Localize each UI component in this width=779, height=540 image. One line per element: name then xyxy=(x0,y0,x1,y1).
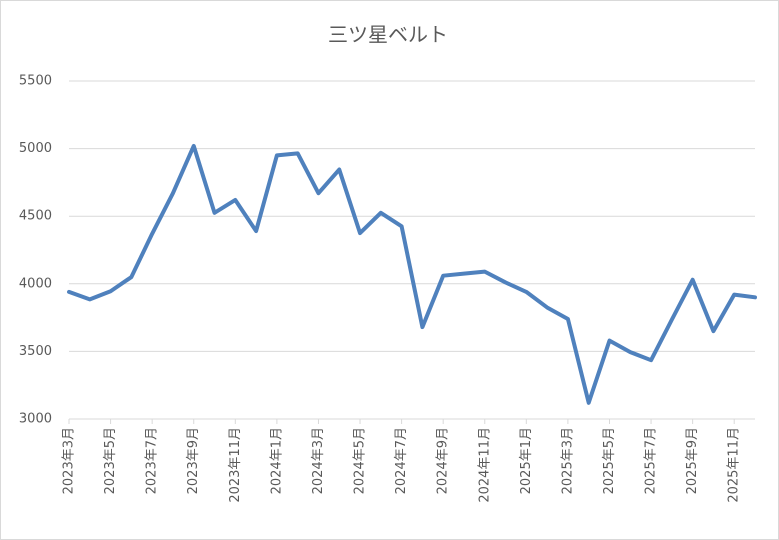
data-line xyxy=(67,143,757,405)
x-tick-label: 2024年9月 xyxy=(436,427,451,494)
y-tick-label: 4000 xyxy=(19,276,52,291)
y-tick-label: 3500 xyxy=(19,344,52,359)
x-tick-label: 2023年11月 xyxy=(228,427,243,503)
x-tick-label: 2024年1月 xyxy=(269,427,284,494)
y-tick-label: 4500 xyxy=(19,209,52,224)
x-tick-label: 2024年3月 xyxy=(311,427,326,494)
x-tick-label: 2023年3月 xyxy=(62,427,77,494)
chart-title: 三ツ星ベルト xyxy=(328,23,448,47)
x-tick-label: 2025年7月 xyxy=(644,427,659,494)
x-tick-label: 2023年7月 xyxy=(145,427,160,494)
x-tick-label: 2025年1月 xyxy=(519,427,534,494)
x-tick-label: 2023年5月 xyxy=(103,427,118,494)
x-tick-label: 2023年9月 xyxy=(186,427,201,494)
x-tick-label: 2024年7月 xyxy=(394,427,409,494)
x-tick-label: 2024年11月 xyxy=(477,427,492,503)
x-tick-label: 2025年9月 xyxy=(685,427,700,494)
x-tick-label: 2025年3月 xyxy=(560,427,575,494)
x-tick-label: 2025年11月 xyxy=(727,427,742,503)
y-tick-label: 5000 xyxy=(19,141,52,156)
x-tick-label: 2024年5月 xyxy=(353,427,368,494)
x-tick-label: 2025年5月 xyxy=(602,427,617,494)
y-tick-label: 5500 xyxy=(19,74,52,89)
y-tick-label: 3000 xyxy=(19,412,52,427)
